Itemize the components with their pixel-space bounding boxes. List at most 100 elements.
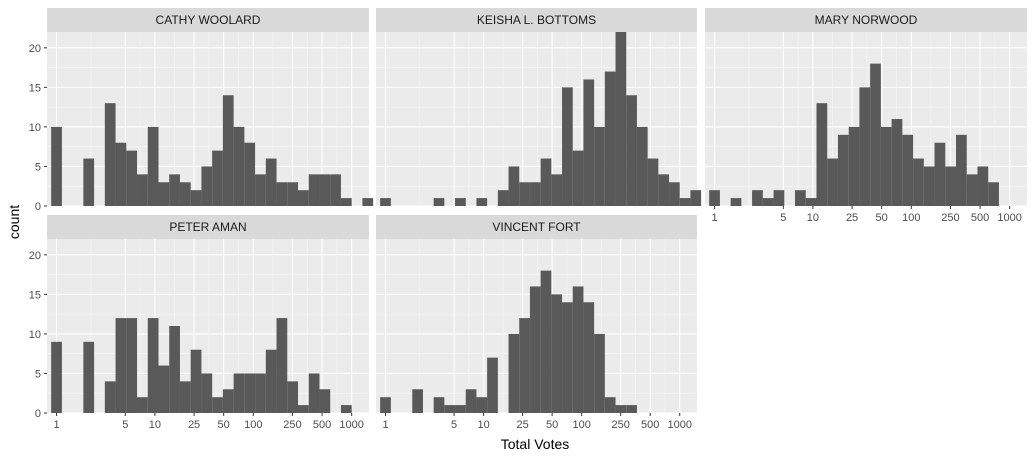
y-tick-label: 10 — [29, 122, 41, 134]
histogram-bar — [212, 150, 223, 206]
histogram-bar — [222, 95, 234, 206]
histogram-bar — [115, 142, 127, 206]
histogram-bar — [308, 174, 320, 206]
histogram-bar — [115, 318, 127, 413]
histogram-bar — [233, 126, 245, 206]
histogram-bar — [837, 134, 849, 206]
histogram-bar — [51, 126, 62, 206]
histogram-bar — [190, 349, 202, 413]
histogram-bar — [647, 158, 659, 206]
histogram-bar — [244, 142, 256, 206]
x-tick-label: 10 — [149, 419, 161, 431]
x-tick-label: 100 — [244, 419, 262, 431]
histogram-bar — [330, 174, 341, 206]
histogram-bar — [362, 198, 374, 206]
histogram-bar — [583, 302, 595, 413]
histogram-bar — [51, 341, 62, 413]
y-tick-label: 0 — [35, 201, 41, 213]
histogram-bar — [540, 270, 552, 413]
histogram-bar — [551, 174, 563, 206]
histogram-bar — [880, 126, 892, 206]
histogram-bar — [730, 198, 742, 206]
histogram-bar — [966, 174, 978, 206]
histogram-bar — [276, 182, 288, 206]
x-tick-label: 100 — [902, 212, 920, 224]
histogram-bar — [988, 182, 999, 206]
histogram-bar — [508, 333, 520, 413]
histogram-bar — [816, 103, 828, 206]
histogram-bar — [265, 158, 277, 206]
histogram-bar — [433, 397, 445, 413]
histogram-bar — [169, 326, 180, 413]
histogram-bar — [444, 405, 456, 413]
histogram-bar — [827, 158, 838, 206]
histogram-bar — [934, 142, 946, 206]
facet-title-mary-norwood: MARY NORWOOD — [815, 13, 918, 27]
histogram-bar — [594, 126, 605, 206]
histogram-bar — [508, 166, 520, 206]
histogram-bar — [615, 32, 627, 206]
histogram-bar — [476, 198, 488, 206]
histogram-bar — [615, 405, 627, 413]
histogram-bar — [265, 349, 277, 413]
histogram-bar — [169, 174, 180, 206]
histogram-bar — [308, 373, 320, 413]
x-tick-label: 10 — [477, 419, 489, 431]
x-tick-label: 250 — [941, 212, 959, 224]
histogram-bar — [212, 397, 223, 413]
histogram-bar — [104, 103, 116, 206]
x-tick-label: 10 — [807, 212, 819, 224]
x-tick-label: 500 — [313, 419, 331, 431]
histogram-bar — [380, 198, 391, 206]
histogram-bar — [298, 190, 309, 206]
histogram-bar — [104, 381, 116, 413]
histogram-bar — [126, 318, 138, 413]
histogram-bar — [679, 198, 691, 206]
histogram-bar — [572, 150, 584, 206]
histogram-bar — [340, 198, 352, 206]
x-tick-label: 1 — [382, 419, 388, 431]
histogram-bar — [455, 405, 466, 413]
histogram-bar — [201, 373, 213, 413]
histogram-bar — [604, 397, 616, 413]
x-tick-label: 50 — [546, 419, 558, 431]
histogram-bar — [626, 405, 637, 413]
histogram-bar — [179, 381, 191, 413]
histogram-bar — [773, 190, 785, 206]
x-tick-label: 1 — [711, 212, 717, 224]
histogram-bar — [497, 190, 509, 206]
facet-strip-vincent-fort — [376, 215, 697, 239]
histogram-bar — [287, 381, 299, 413]
histogram-bar — [870, 63, 881, 206]
histogram-bar — [126, 150, 138, 206]
x-tick-label: 5 — [122, 419, 128, 431]
x-tick-label: 500 — [641, 419, 659, 431]
histogram-bar — [455, 198, 466, 206]
x-axis-title: Total Votes — [501, 436, 570, 452]
histogram-bar — [319, 389, 331, 413]
x-tick-label: 1 — [53, 419, 59, 431]
y-tick-label: 5 — [35, 161, 41, 173]
facet-title-vincent-fort: VINCENT FORT — [492, 220, 581, 234]
histogram-bar — [158, 182, 170, 206]
histogram-bar — [669, 182, 680, 206]
x-tick-label: 1000 — [997, 212, 1021, 224]
histogram-bar — [529, 286, 541, 413]
histogram-bar — [956, 134, 967, 206]
facet-strip-mary-norwood — [705, 8, 1027, 32]
histogram-bar — [977, 166, 989, 206]
histogram-bar — [902, 134, 914, 206]
histogram-bar — [658, 174, 670, 206]
histogram-bar — [572, 286, 584, 413]
x-tick-label: 5 — [780, 212, 786, 224]
histogram-bar — [319, 174, 331, 206]
y-tick-label: 20 — [29, 43, 41, 55]
histogram-bar — [83, 158, 95, 206]
y-tick-label: 15 — [29, 289, 41, 301]
x-tick-label: 1000 — [667, 419, 691, 431]
histogram-bar — [476, 397, 488, 413]
histogram-bar — [762, 198, 774, 206]
histogram-bar — [945, 166, 957, 206]
